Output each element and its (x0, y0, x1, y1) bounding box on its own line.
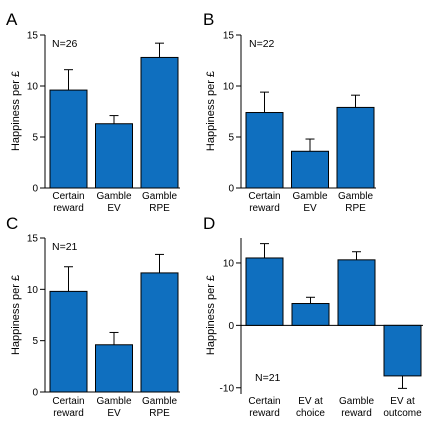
y-tick-label: 0 (228, 321, 234, 332)
category-label: reward (53, 408, 84, 419)
y-tick-label: 0 (228, 184, 234, 195)
y-axis-label: Happiness per £ (205, 71, 217, 151)
category-label: Certain (248, 396, 280, 407)
y-tick-label: -10 (220, 383, 235, 394)
category-label: Gamble (339, 396, 374, 407)
category-label: RPE (149, 408, 170, 419)
panel-letter: C (6, 214, 18, 233)
category-label: Gamble (96, 191, 131, 202)
category-label: Gamble (292, 191, 327, 202)
y-tick-label: 10 (27, 82, 39, 93)
panel-letter: B (203, 10, 214, 29)
category-label: Certain (52, 396, 84, 407)
category-label: RPE (345, 203, 366, 214)
category-label: RPE (149, 203, 170, 214)
bar (140, 56, 179, 189)
category-label: EV (303, 203, 317, 214)
category-label: reward (341, 408, 372, 419)
y-tick-label: 0 (32, 388, 38, 399)
y-tick-label: 5 (228, 133, 234, 144)
category-label: EV (107, 408, 121, 419)
y-tick-label: 0 (32, 184, 38, 195)
y-tick-label: 5 (32, 336, 38, 347)
y-tick-label: 15 (27, 234, 39, 245)
category-label: Gamble (338, 191, 373, 202)
category-label: EV at (298, 396, 323, 407)
y-tick-label: 5 (32, 133, 38, 144)
bar (245, 112, 284, 189)
bar (337, 259, 376, 326)
category-label: Gamble (142, 396, 177, 407)
y-axis-label: Happiness per £ (10, 275, 22, 355)
bar (49, 290, 88, 393)
y-tick-label: 15 (27, 31, 39, 42)
bar (49, 89, 88, 189)
category-label: choice (296, 408, 325, 419)
bar (291, 303, 330, 326)
category-label: Certain (52, 191, 84, 202)
sample-size-annotation: N=22 (249, 38, 275, 50)
category-label: reward (249, 203, 280, 214)
category-label: Gamble (96, 396, 131, 407)
y-tick-label: 10 (223, 82, 235, 93)
category-label: EV at (390, 396, 415, 407)
bar (291, 150, 329, 189)
category-label: EV (107, 203, 121, 214)
sample-size-annotation: N=21 (52, 241, 78, 253)
category-label: reward (53, 203, 84, 214)
y-tick-label: 15 (223, 31, 235, 42)
y-axis-label: Happiness per £ (205, 275, 217, 355)
category-label: reward (249, 408, 280, 419)
panel-letter: A (6, 10, 18, 29)
bar (95, 344, 133, 393)
bar (336, 106, 375, 189)
bar (140, 272, 179, 393)
panel-letter: D (203, 214, 215, 233)
category-label: outcome (383, 408, 422, 419)
y-tick-label: 10 (27, 285, 39, 296)
sample-size-annotation: N=26 (52, 38, 78, 50)
y-tick-label: 10 (223, 258, 235, 269)
category-label: Certain (248, 191, 280, 202)
bar (95, 123, 133, 189)
bar (245, 257, 284, 326)
sample-size-annotation: N=21 (255, 372, 281, 384)
category-label: Gamble (142, 191, 177, 202)
y-axis-label: Happiness per £ (10, 71, 22, 151)
bar (383, 324, 422, 377)
